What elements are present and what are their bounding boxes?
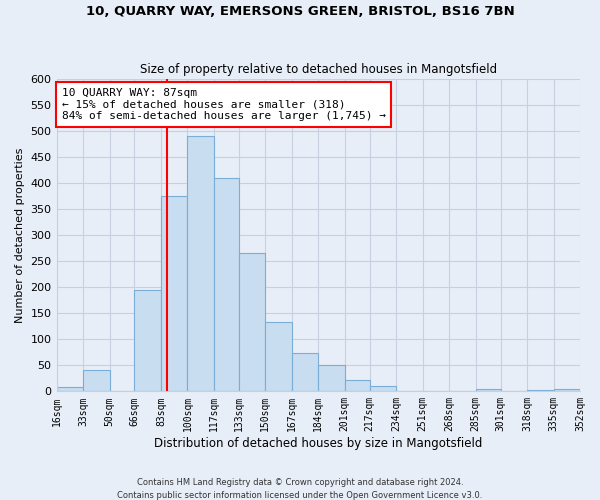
Bar (345, 380, 370, 392)
Bar (161, 196, 187, 392)
Bar (318, 366, 345, 392)
Bar (554, 389, 580, 392)
X-axis label: Distribution of detached houses by size in Mangotsfield: Distribution of detached houses by size … (154, 437, 482, 450)
Bar (527, 390, 554, 392)
Text: 10, QUARRY WAY, EMERSONS GREEN, BRISTOL, BS16 7BN: 10, QUARRY WAY, EMERSONS GREEN, BRISTOL,… (86, 5, 514, 18)
Bar (239, 253, 265, 392)
Bar (56, 387, 83, 392)
Bar (83, 370, 110, 392)
Bar (134, 290, 161, 392)
Bar (265, 322, 292, 392)
Bar (370, 386, 396, 392)
Bar (292, 354, 318, 392)
Bar (214, 178, 239, 392)
Text: 10 QUARRY WAY: 87sqm
← 15% of detached houses are smaller (318)
84% of semi-deta: 10 QUARRY WAY: 87sqm ← 15% of detached h… (62, 88, 386, 121)
Y-axis label: Number of detached properties: Number of detached properties (15, 148, 25, 322)
Bar (476, 388, 500, 392)
Title: Size of property relative to detached houses in Mangotsfield: Size of property relative to detached ho… (140, 63, 497, 76)
Text: Contains HM Land Registry data © Crown copyright and database right 2024.
Contai: Contains HM Land Registry data © Crown c… (118, 478, 482, 500)
Bar (187, 136, 214, 392)
